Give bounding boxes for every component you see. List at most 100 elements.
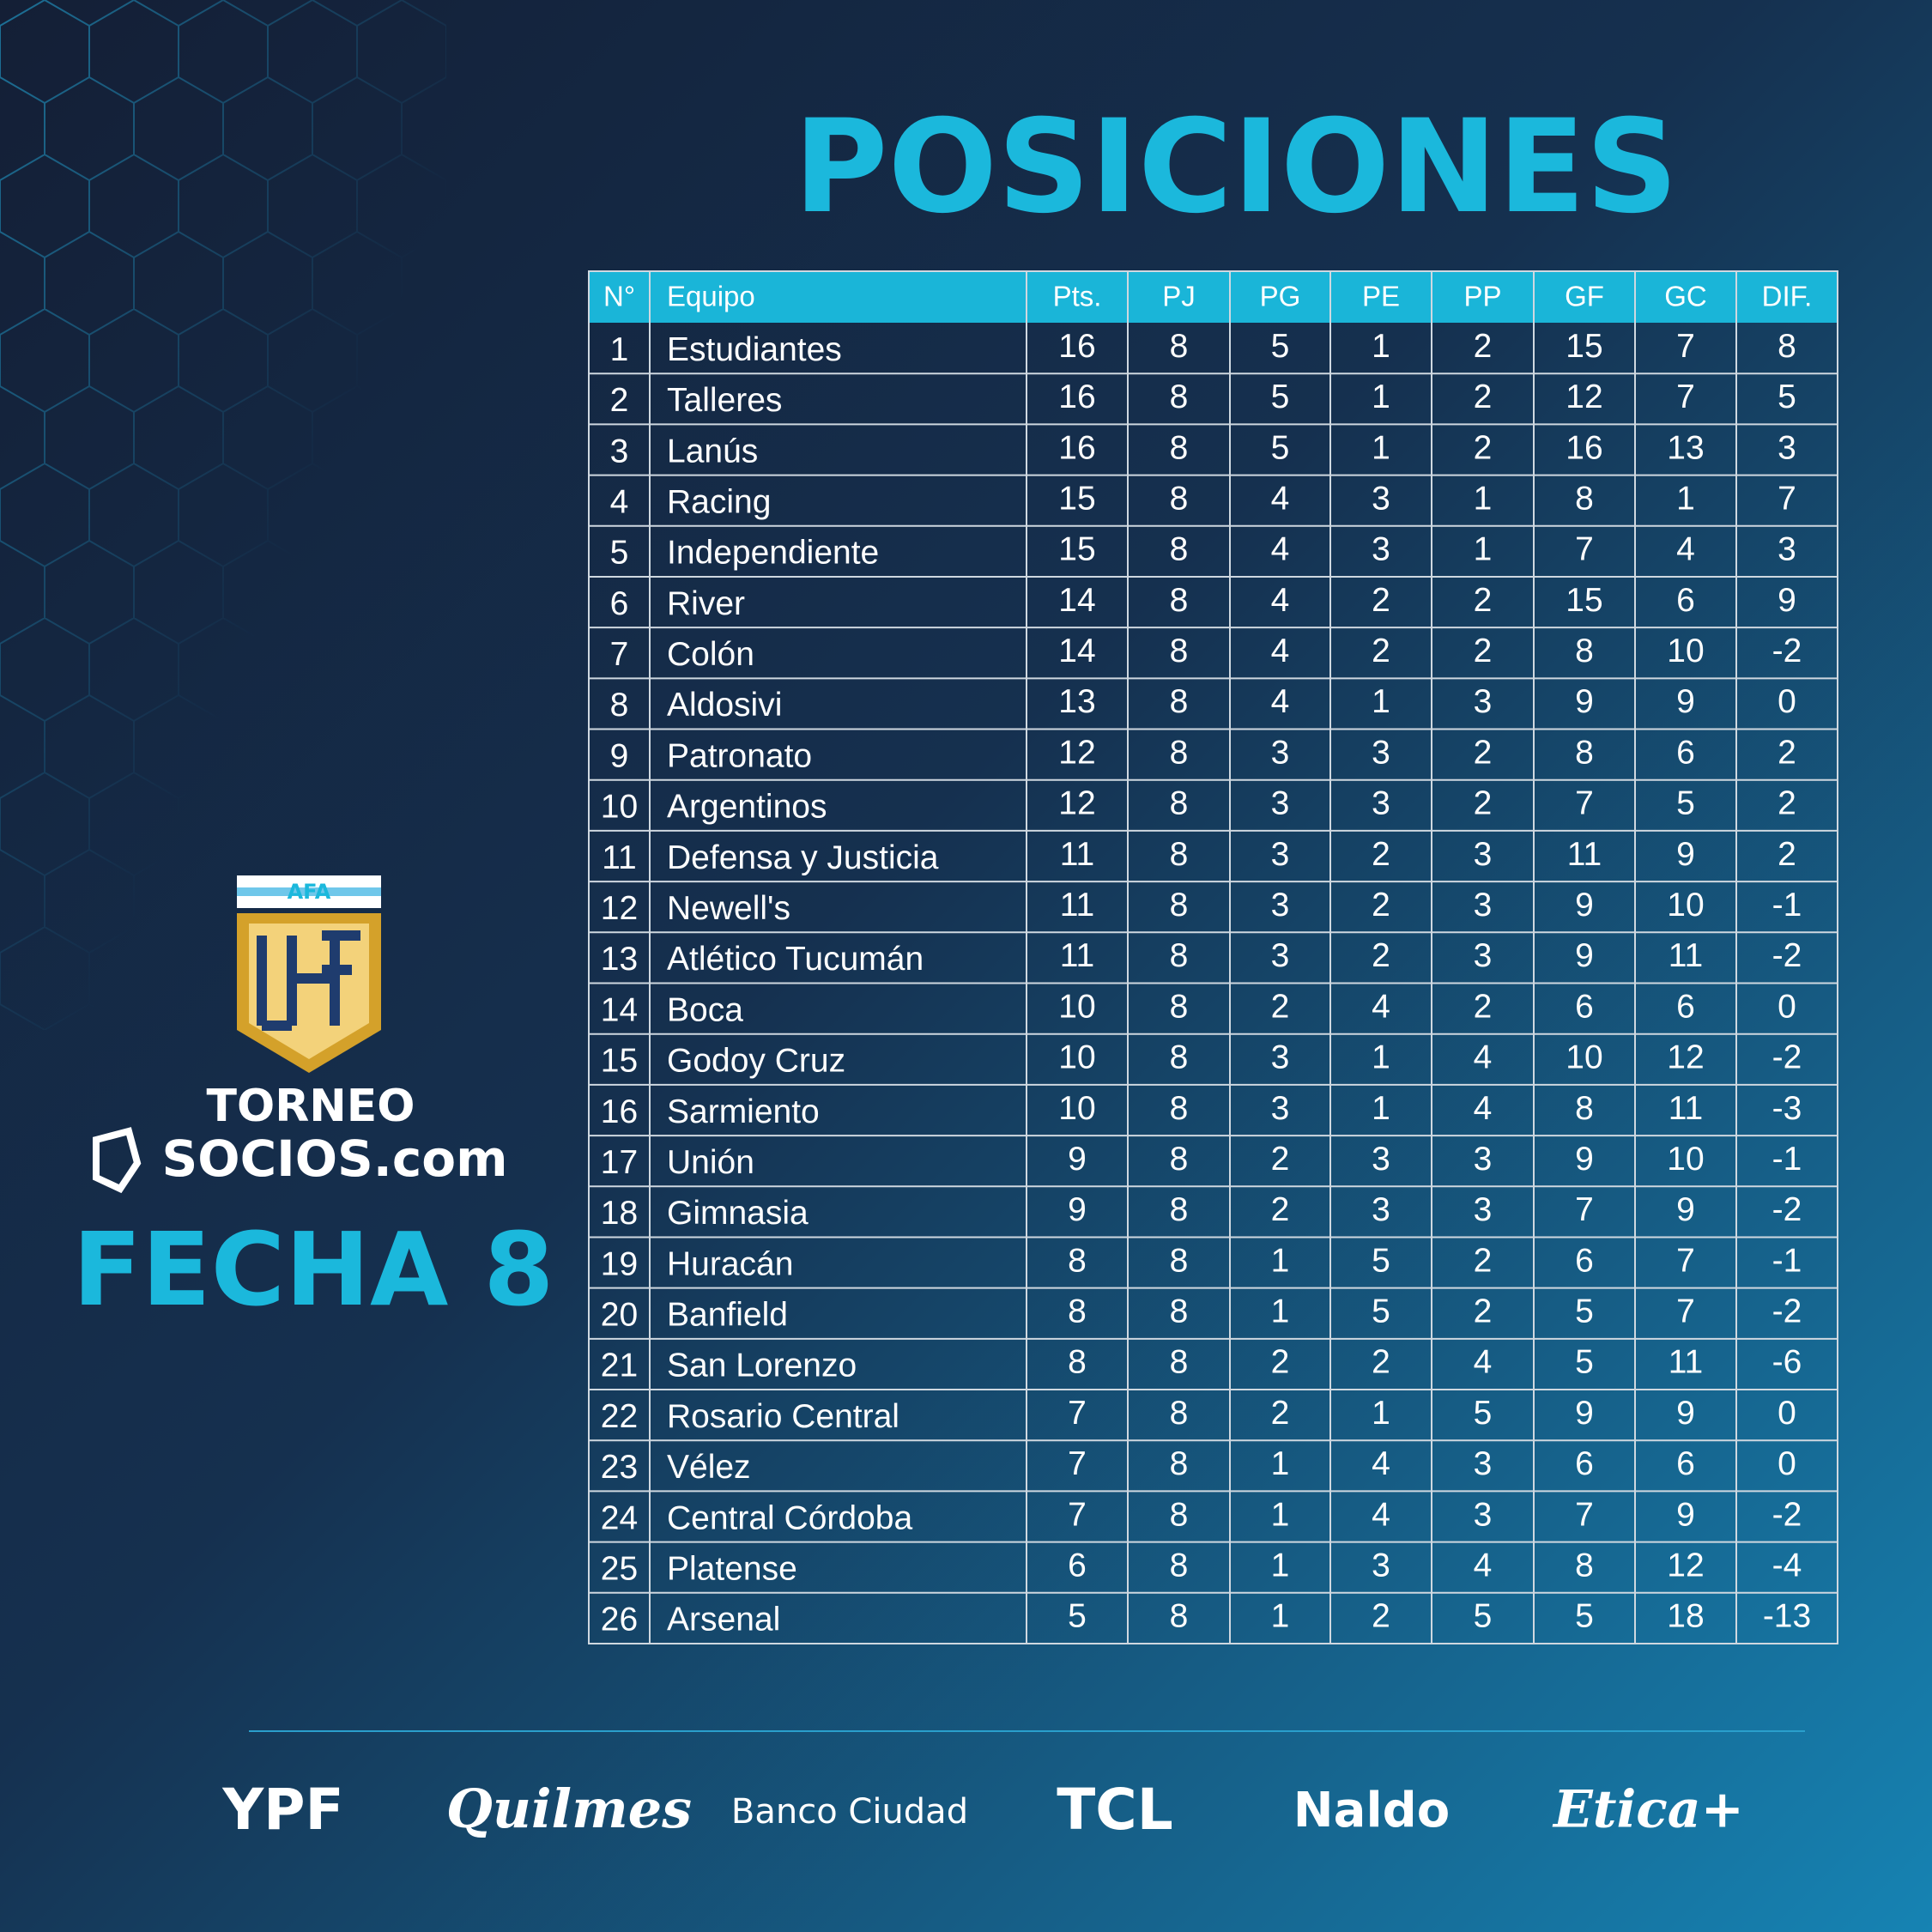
- stat-cell: 4: [1474, 1039, 1493, 1076]
- position: 12: [601, 890, 638, 927]
- stat-cell: 2: [1778, 785, 1796, 822]
- stat-cell: 11: [1060, 836, 1095, 873]
- stat-cell: 2: [1474, 988, 1493, 1025]
- team-name: Lanús: [667, 433, 758, 469]
- stat-cell: 10: [1058, 988, 1095, 1025]
- stat-cell: 5: [1778, 379, 1796, 415]
- stat-cell: 2: [1474, 785, 1493, 822]
- stat-cell: 3: [1474, 1191, 1493, 1228]
- stat-cell: 9: [1676, 1496, 1695, 1533]
- stat-cell: 7: [1575, 1191, 1594, 1228]
- stat-cell: 9: [1676, 683, 1695, 720]
- stat-cell: 2: [1372, 1598, 1390, 1635]
- stat-cell: 8: [1575, 734, 1594, 771]
- stat-cell: 2: [1372, 582, 1390, 619]
- tournament-line2: SOCIOS.com: [162, 1130, 508, 1188]
- team-name: River: [667, 585, 745, 622]
- team-name: Sarmiento: [667, 1093, 820, 1130]
- stat-cell: 2: [1271, 1141, 1290, 1178]
- stat-cell: 1: [1271, 1547, 1290, 1584]
- stat-cell: 5: [1575, 1598, 1594, 1635]
- team-name: Godoy Cruz: [667, 1043, 845, 1080]
- stat-cell: 2: [1372, 633, 1390, 669]
- stat-cell: -2: [1772, 1191, 1802, 1228]
- stat-cell: 8: [1170, 1293, 1189, 1330]
- stat-cell: 14: [1058, 582, 1095, 619]
- stat-cell: 12: [1566, 379, 1602, 415]
- stat-cell: 2: [1474, 1242, 1493, 1279]
- team-name: Independiente: [667, 535, 879, 572]
- stat-cell: 3: [1474, 683, 1493, 720]
- stat-cell: 2: [1372, 937, 1390, 974]
- stat-cell: 7: [1676, 1293, 1695, 1330]
- position: 8: [610, 687, 629, 724]
- stat-cell: 5: [1474, 1598, 1493, 1635]
- stat-cell: 2: [1778, 836, 1796, 873]
- stat-cell: 10: [1058, 1039, 1095, 1076]
- stat-cell: 4: [1372, 1445, 1390, 1482]
- stat-cell: 5: [1068, 1598, 1087, 1635]
- stat-cell: 6: [1676, 988, 1695, 1025]
- stat-cell: 12: [1058, 734, 1095, 771]
- stat-cell: 1: [1474, 531, 1493, 568]
- position: 19: [601, 1245, 638, 1282]
- stat-cell: -13: [1763, 1598, 1811, 1635]
- stat-cell: 2: [1271, 1191, 1290, 1228]
- position: 9: [610, 737, 629, 774]
- team-name: San Lorenzo: [667, 1348, 857, 1384]
- stat-cell: 3: [1778, 531, 1796, 568]
- stat-cell: 3: [1474, 1141, 1493, 1178]
- stat-cell: -2: [1772, 937, 1802, 974]
- stat-cell: 5: [1372, 1242, 1390, 1279]
- stat-cell: 8: [1575, 1090, 1594, 1127]
- stat-cell: 3: [1372, 1191, 1390, 1228]
- stat-cell: 9: [1575, 683, 1594, 720]
- stat-cell: 1: [1372, 683, 1390, 720]
- stat-cell: 12: [1667, 1039, 1704, 1076]
- stat-cell: 5: [1271, 328, 1290, 365]
- stat-cell: 10: [1667, 633, 1704, 669]
- stat-cell: 6: [1676, 734, 1695, 771]
- column-header: Equipo: [667, 281, 755, 312]
- stat-cell: -4: [1772, 1547, 1802, 1584]
- stat-cell: 3: [1271, 785, 1290, 822]
- stat-cell: 3: [1474, 937, 1493, 974]
- stat-cell: 2: [1474, 1293, 1493, 1330]
- stat-cell: 1: [1271, 1445, 1290, 1482]
- stat-cell: 9: [1068, 1141, 1087, 1178]
- stat-cell: 10: [1667, 1141, 1704, 1178]
- stat-cell: 2: [1372, 1344, 1390, 1381]
- stat-cell: 11: [1669, 937, 1704, 974]
- stat-cell: 9: [1778, 582, 1796, 619]
- stat-cell: 2: [1271, 1395, 1290, 1432]
- stat-cell: 8: [1170, 734, 1189, 771]
- stat-cell: 1: [1372, 1395, 1390, 1432]
- stat-cell: 14: [1058, 633, 1095, 669]
- stat-cell: 11: [1060, 937, 1095, 974]
- stat-cell: 3: [1271, 1090, 1290, 1127]
- stat-cell: 7: [1676, 328, 1695, 365]
- stat-cell: -2: [1772, 1039, 1802, 1076]
- stat-cell: 0: [1778, 1395, 1796, 1432]
- stat-cell: 5: [1271, 429, 1290, 466]
- stat-cell: 11: [1669, 1344, 1704, 1381]
- stat-cell: 5: [1271, 379, 1290, 415]
- team-name: Patronato: [667, 737, 812, 774]
- position: 7: [610, 636, 629, 673]
- stat-cell: 8: [1170, 785, 1189, 822]
- stat-cell: -2: [1772, 1293, 1802, 1330]
- column-header: GC: [1664, 281, 1707, 312]
- stat-cell: 4: [1474, 1344, 1493, 1381]
- stat-cell: 8: [1170, 582, 1189, 619]
- stat-cell: 8: [1170, 1242, 1189, 1279]
- sponsor-logo: Naldo: [1293, 1783, 1450, 1838]
- socios-icon: [93, 1127, 142, 1194]
- column-header: Pts.: [1053, 281, 1102, 312]
- sponsor-logo: Banco Ciudad: [731, 1792, 968, 1832]
- stat-cell: 8: [1170, 937, 1189, 974]
- stat-cell: 2: [1271, 988, 1290, 1025]
- stat-cell: 2: [1474, 429, 1493, 466]
- stat-cell: 4: [1271, 531, 1290, 568]
- stat-cell: 4: [1271, 633, 1290, 669]
